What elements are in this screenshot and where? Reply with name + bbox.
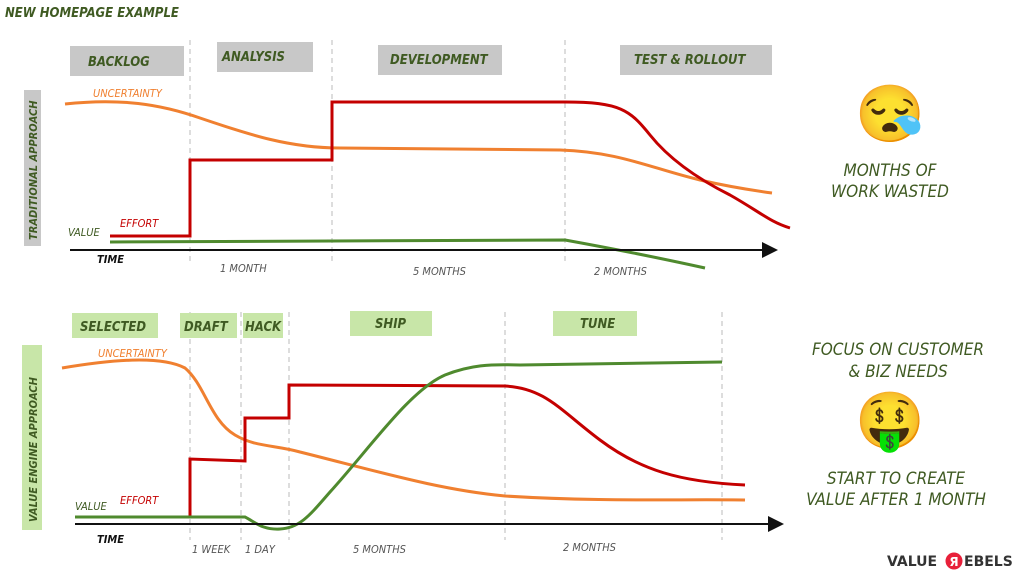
time-label: TIME xyxy=(97,533,124,546)
phase-draft-bg xyxy=(180,313,237,338)
approach-label-bg xyxy=(24,90,41,246)
effort-label: EFFORT xyxy=(120,494,159,507)
phase-development-bg xyxy=(378,45,502,75)
message-line: START TO CREATE xyxy=(827,469,966,489)
value-engine-approach-chart: SELECTED DRAFT HACK SHIP TUNE VALUE ENGI… xyxy=(22,311,986,556)
effort-line xyxy=(110,100,791,238)
value-line xyxy=(75,360,723,531)
value-line xyxy=(109,238,706,270)
duration-label: 1 MONTH xyxy=(220,262,267,275)
logo-text-right: EBELS xyxy=(964,554,1013,570)
message-line: & BIZ NEEDS xyxy=(848,362,948,382)
phase-analysis-bg xyxy=(217,42,313,72)
value-label: VALUE xyxy=(68,226,101,239)
uncertainty-line xyxy=(64,100,773,195)
phase-test-rollout: TEST & ROLLOUT xyxy=(634,53,747,68)
phase-tune: TUNE xyxy=(580,317,615,332)
phase-development: DEVELOPMENT xyxy=(390,53,489,68)
duration-label: 5 MONTHS xyxy=(413,265,466,278)
phase-draft: DRAFT xyxy=(184,320,229,335)
value-label: VALUE xyxy=(75,500,108,513)
traditional-approach-chart: BACKLOG ANALYSIS DEVELOPMENT TEST & ROLL… xyxy=(24,40,949,278)
money-mouth-face-icon: 🤑 xyxy=(855,391,925,454)
page-title: NEW HOMEPAGE EXAMPLE xyxy=(5,6,179,21)
effort-line xyxy=(115,383,746,519)
message-line: MONTHS OF xyxy=(844,161,937,181)
phase-test-rollout-bg xyxy=(620,45,772,75)
approach-label: TRADITIONAL APPROACH xyxy=(27,100,40,240)
uncertainty-line xyxy=(61,358,746,502)
duration-label: 1 DAY xyxy=(245,543,276,556)
message-line: WORK WASTED xyxy=(831,182,949,202)
message-line: FOCUS ON CUSTOMER xyxy=(812,340,984,360)
duration-label: 2 MONTHS xyxy=(594,265,647,278)
message-line: VALUE AFTER 1 MONTH xyxy=(806,490,986,510)
phase-backlog: BACKLOG xyxy=(88,55,150,70)
value-rebels-logo: VALUE Я EBELS xyxy=(887,552,1013,570)
effort-label: EFFORT xyxy=(120,217,159,230)
logo-text-left: VALUE xyxy=(887,554,937,570)
duration-label: 2 MONTHS xyxy=(563,541,616,554)
phase-selected: SELECTED xyxy=(80,320,146,335)
sleepy-face-icon: 😪 xyxy=(855,84,927,146)
logo-mark-circle xyxy=(945,552,963,570)
phase-ship-bg xyxy=(350,311,432,336)
phase-selected-bg xyxy=(72,313,158,338)
logo-mark: Я xyxy=(949,555,958,569)
phase-analysis: ANALYSIS xyxy=(221,50,285,65)
phase-backlog-bg xyxy=(70,46,184,76)
uncertainty-label: UNCERTAINTY xyxy=(98,347,168,360)
approach-label-bg xyxy=(22,345,42,530)
phase-ship: SHIP xyxy=(375,317,407,332)
phase-hack: HACK xyxy=(245,320,282,335)
phase-hack-bg xyxy=(243,313,283,338)
phase-tune-bg xyxy=(553,311,637,336)
duration-label: 1 WEEK xyxy=(192,543,232,556)
duration-label: 5 MONTHS xyxy=(353,543,406,556)
uncertainty-label: UNCERTAINTY xyxy=(93,87,163,100)
time-label: TIME xyxy=(97,253,124,266)
approach-label: VALUE ENGINE APPROACH xyxy=(27,376,40,522)
